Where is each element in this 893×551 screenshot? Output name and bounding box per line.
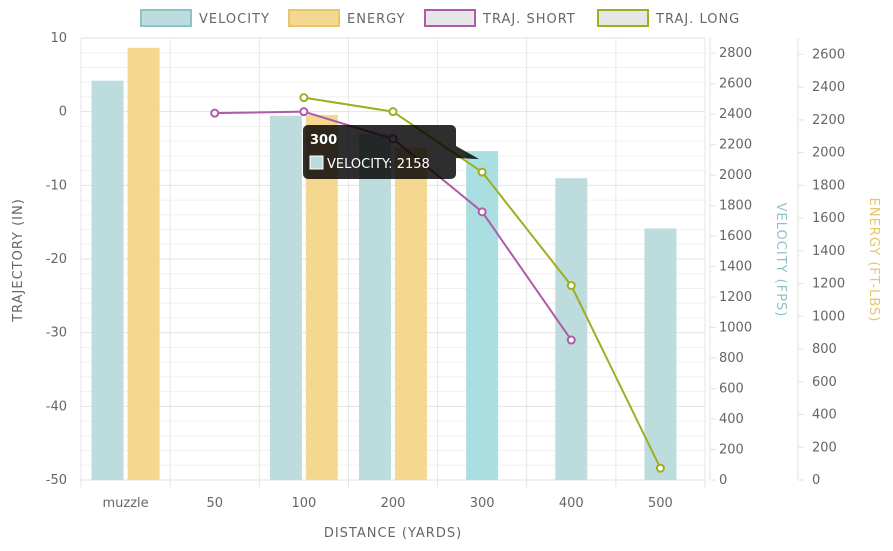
bar-energy-muzzle: [127, 47, 160, 480]
energy-tick-label: 200: [812, 440, 837, 455]
bar-velocity-500: [644, 228, 677, 480]
energy-tick-label: 1400: [812, 244, 845, 259]
tooltip-caret: [456, 146, 480, 160]
legend-swatch-2: [424, 9, 476, 27]
legend-label-3: TRAJ. LONG: [655, 12, 740, 27]
point-traj-long-400: [566, 281, 576, 291]
energy-tick-label: 2600: [812, 47, 845, 62]
velocity-tick-label: 400: [719, 412, 744, 427]
energy-tick-label: 800: [812, 342, 837, 357]
bars-layer: [91, 47, 677, 481]
velocity-tick-label: 2400: [719, 107, 752, 122]
legend-label-0: VELOCITY: [199, 12, 270, 27]
velocity-tick-label: 600: [719, 382, 744, 397]
legend-swatch-3: [597, 9, 649, 27]
tooltip-swatch: [309, 155, 324, 170]
y-left-tick-label: -40: [46, 399, 67, 414]
x-tick-label: 50: [206, 496, 223, 511]
velocity-tick-label: 0: [719, 473, 727, 488]
energy-tick-label: 400: [812, 408, 837, 423]
velocity-tick-label: 1200: [719, 290, 752, 305]
bar-velocity-100: [269, 115, 302, 481]
point-traj-short-300: [477, 207, 487, 217]
y-left-tick-label: -10: [46, 178, 67, 193]
point-traj-long-100: [299, 93, 309, 103]
bar-velocity-400: [555, 178, 588, 480]
energy-tick-label: 1800: [812, 178, 845, 193]
energy-tick-label: 2000: [812, 146, 845, 161]
velocity-tick-label: 1000: [719, 321, 752, 336]
legend-swatch-1: [288, 9, 340, 27]
velocity-tick-label: 1600: [719, 229, 752, 244]
tooltip-label: VELOCITY: 2158: [327, 157, 430, 172]
y-left-tick-label: -20: [46, 252, 67, 267]
y-axis-energy-title: ENERGY (FT-LBS): [866, 198, 881, 323]
energy-tick-label: 1600: [812, 211, 845, 226]
point-traj-long-200: [388, 107, 398, 117]
velocity-tick-label: 800: [719, 351, 744, 366]
bar-energy-200: [395, 147, 427, 480]
legend: VELOCITY ENERGY TRAJ. SHORT TRAJ. LONG: [140, 9, 740, 27]
velocity-tick-label: 200: [719, 443, 744, 458]
y-left-tick-label: -50: [46, 473, 67, 488]
x-tick-label: muzzle: [102, 496, 148, 511]
grid-lines: [80, 37, 706, 488]
energy-tick-label: 2400: [812, 80, 845, 95]
y-axis-left-title: TRAJECTORY (IN): [11, 198, 26, 323]
velocity-tick-label: 2000: [719, 168, 752, 183]
velocity-tick-label: 1400: [719, 260, 752, 275]
bar-velocity-300: [466, 151, 499, 480]
tooltip-box: [303, 125, 456, 179]
bar-velocity-muzzle: [91, 80, 124, 480]
legend-swatch-0: [140, 9, 192, 27]
x-tick-label: 500: [648, 496, 673, 511]
x-tick-label: 200: [381, 496, 406, 511]
velocity-tick-label: 2800: [719, 46, 752, 61]
legend-label-1: ENERGY: [347, 12, 406, 27]
energy-tick-label: 2200: [812, 113, 845, 128]
y-axis-velocity-title: VELOCITY (FPS): [773, 203, 788, 318]
y-left-tick-label: -30: [46, 326, 67, 341]
axes-layer: muzzle 50 100 200 300 400 500100-10-20-30-40-5…: [46, 31, 845, 511]
point-traj-short-50: [210, 108, 220, 118]
x-tick-label: 400: [559, 496, 584, 511]
bar-velocity-200: [359, 134, 391, 480]
point-traj-short-400: [566, 335, 576, 345]
x-tick-label: 300: [470, 496, 495, 511]
legend-label-2: TRAJ. SHORT: [482, 12, 576, 27]
point-traj-long-300: [477, 167, 487, 177]
energy-tick-label: 600: [812, 375, 837, 390]
velocity-tick-label: 2200: [719, 138, 752, 153]
y-left-tick-label: 10: [50, 31, 67, 46]
x-axis-title: DISTANCE (YARDS): [324, 526, 462, 541]
velocity-tick-label: 2600: [719, 77, 752, 92]
tooltip: 300 VELOCITY: 2158: [303, 125, 480, 179]
energy-tick-label: 1000: [812, 309, 845, 324]
energy-tick-label: 1200: [812, 277, 845, 292]
tooltip-title: 300: [310, 133, 337, 148]
x-tick-label: 100: [291, 496, 316, 511]
y-left-tick-label: 0: [59, 105, 67, 120]
energy-tick-label: 0: [812, 473, 820, 488]
point-traj-long-500: [655, 463, 665, 473]
velocity-tick-label: 1800: [719, 199, 752, 214]
point-traj-short-100: [299, 107, 309, 117]
